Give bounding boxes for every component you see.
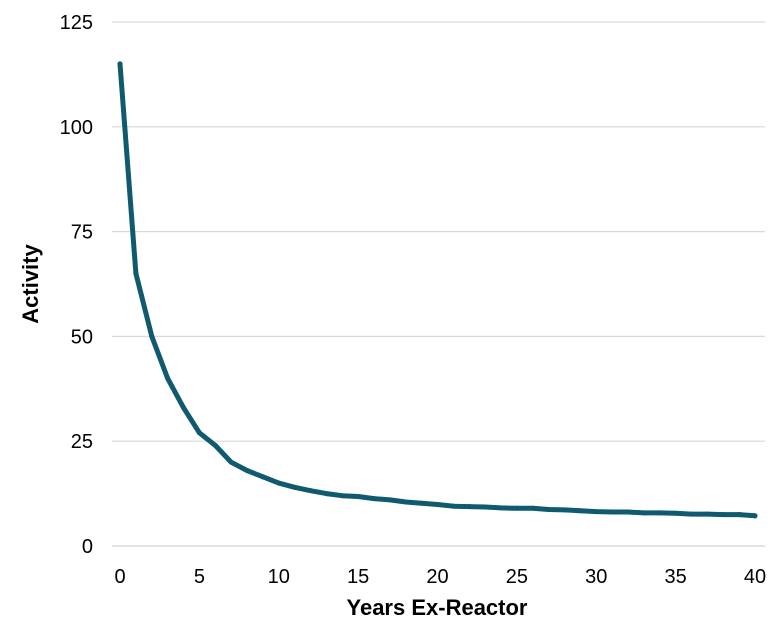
data-point — [212, 442, 218, 448]
data-point — [181, 405, 186, 411]
y-tick-label: 25 — [71, 431, 93, 453]
data-point — [117, 61, 123, 67]
data-point — [228, 459, 234, 465]
data-point — [673, 510, 679, 516]
x-tick-label: 40 — [744, 566, 766, 588]
x-axis-tick-labels: 0 5 10 15 20 25 30 35 40 — [114, 566, 766, 588]
series-line — [117, 61, 758, 519]
x-tick-label: 30 — [585, 566, 607, 588]
data-point — [609, 509, 615, 515]
y-tick-label: 0 — [82, 536, 93, 558]
data-point — [641, 510, 647, 516]
data-point — [720, 512, 726, 518]
data-point — [244, 468, 250, 474]
data-point — [196, 430, 202, 436]
data-point — [403, 499, 409, 505]
data-point — [657, 510, 663, 516]
x-axis-title: Years Ex-Reactor — [347, 595, 528, 620]
data-point — [593, 509, 599, 515]
data-point — [450, 503, 456, 509]
x-tick-label: 15 — [347, 566, 369, 588]
data-point — [466, 504, 472, 510]
x-tick-label: 35 — [665, 566, 687, 588]
data-point — [498, 505, 504, 511]
data-point — [339, 493, 345, 499]
x-tick-label: 5 — [194, 566, 205, 588]
series-layer — [117, 61, 758, 519]
data-point — [704, 511, 710, 517]
x-tick-label: 10 — [268, 566, 290, 588]
x-tick-label: 25 — [506, 566, 528, 588]
y-axis-title: Activity — [18, 244, 43, 324]
data-point — [736, 512, 742, 518]
data-point — [371, 496, 377, 502]
data-point — [625, 509, 631, 515]
y-tick-label: 50 — [71, 326, 93, 348]
data-point — [149, 333, 155, 339]
data-point — [530, 505, 536, 511]
data-point — [260, 474, 266, 480]
data-point — [276, 480, 282, 486]
data-point — [514, 505, 520, 511]
data-point — [355, 494, 361, 500]
data-point — [482, 504, 488, 510]
data-point — [752, 513, 758, 519]
data-point — [419, 500, 425, 506]
data-point — [308, 488, 313, 494]
x-tick-label: 0 — [114, 566, 125, 588]
data-point — [387, 497, 393, 503]
data-point — [323, 491, 329, 497]
data-point — [546, 507, 552, 513]
data-point — [577, 508, 583, 514]
data-point — [165, 375, 171, 381]
data-point — [562, 507, 567, 513]
data-point — [292, 484, 298, 490]
y-tick-label: 100 — [60, 117, 93, 139]
y-tick-label: 125 — [60, 12, 93, 34]
data-point — [435, 501, 440, 507]
x-tick-label: 20 — [426, 566, 448, 588]
data-point — [133, 271, 139, 277]
y-axis-tick-labels: 0 25 50 75 100 125 — [60, 12, 93, 558]
data-point — [689, 511, 694, 517]
gridlines — [112, 21, 765, 547]
y-tick-label: 75 — [71, 222, 93, 244]
